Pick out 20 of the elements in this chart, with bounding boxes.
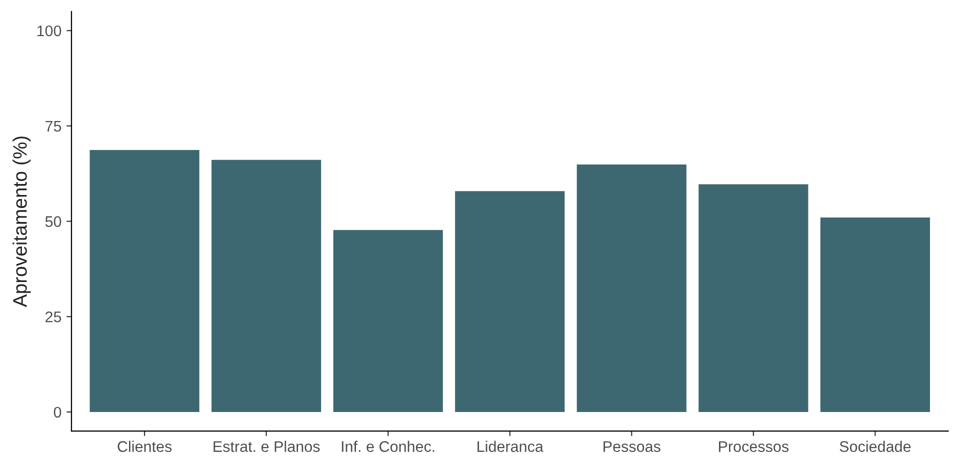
bar xyxy=(820,217,930,412)
bar xyxy=(576,164,686,412)
y-tick-label: 75 xyxy=(46,120,62,132)
x-tick-label: Clientes xyxy=(118,440,172,452)
bar xyxy=(455,191,565,412)
bar xyxy=(212,160,322,412)
bar xyxy=(698,184,808,412)
x-tick-label: Inf. e Conhec. xyxy=(342,440,434,452)
y-axis-title: Aproveitamento (%) xyxy=(12,136,31,308)
y-tick-label: 25 xyxy=(46,311,62,322)
x-tick-label: Sociedade xyxy=(840,440,911,452)
bar xyxy=(90,150,200,412)
x-tick-label: Processos xyxy=(718,441,789,452)
bar xyxy=(333,230,443,412)
y-tick-label: 50 xyxy=(45,216,62,227)
y-tick-label: 0 xyxy=(54,406,62,418)
x-tick-label: Pessoas xyxy=(604,441,660,452)
y-tick-label: 100 xyxy=(37,25,62,36)
x-tick-label: Estrat. e Planos xyxy=(214,440,320,452)
x-tick-label: Lideranca xyxy=(478,440,544,452)
